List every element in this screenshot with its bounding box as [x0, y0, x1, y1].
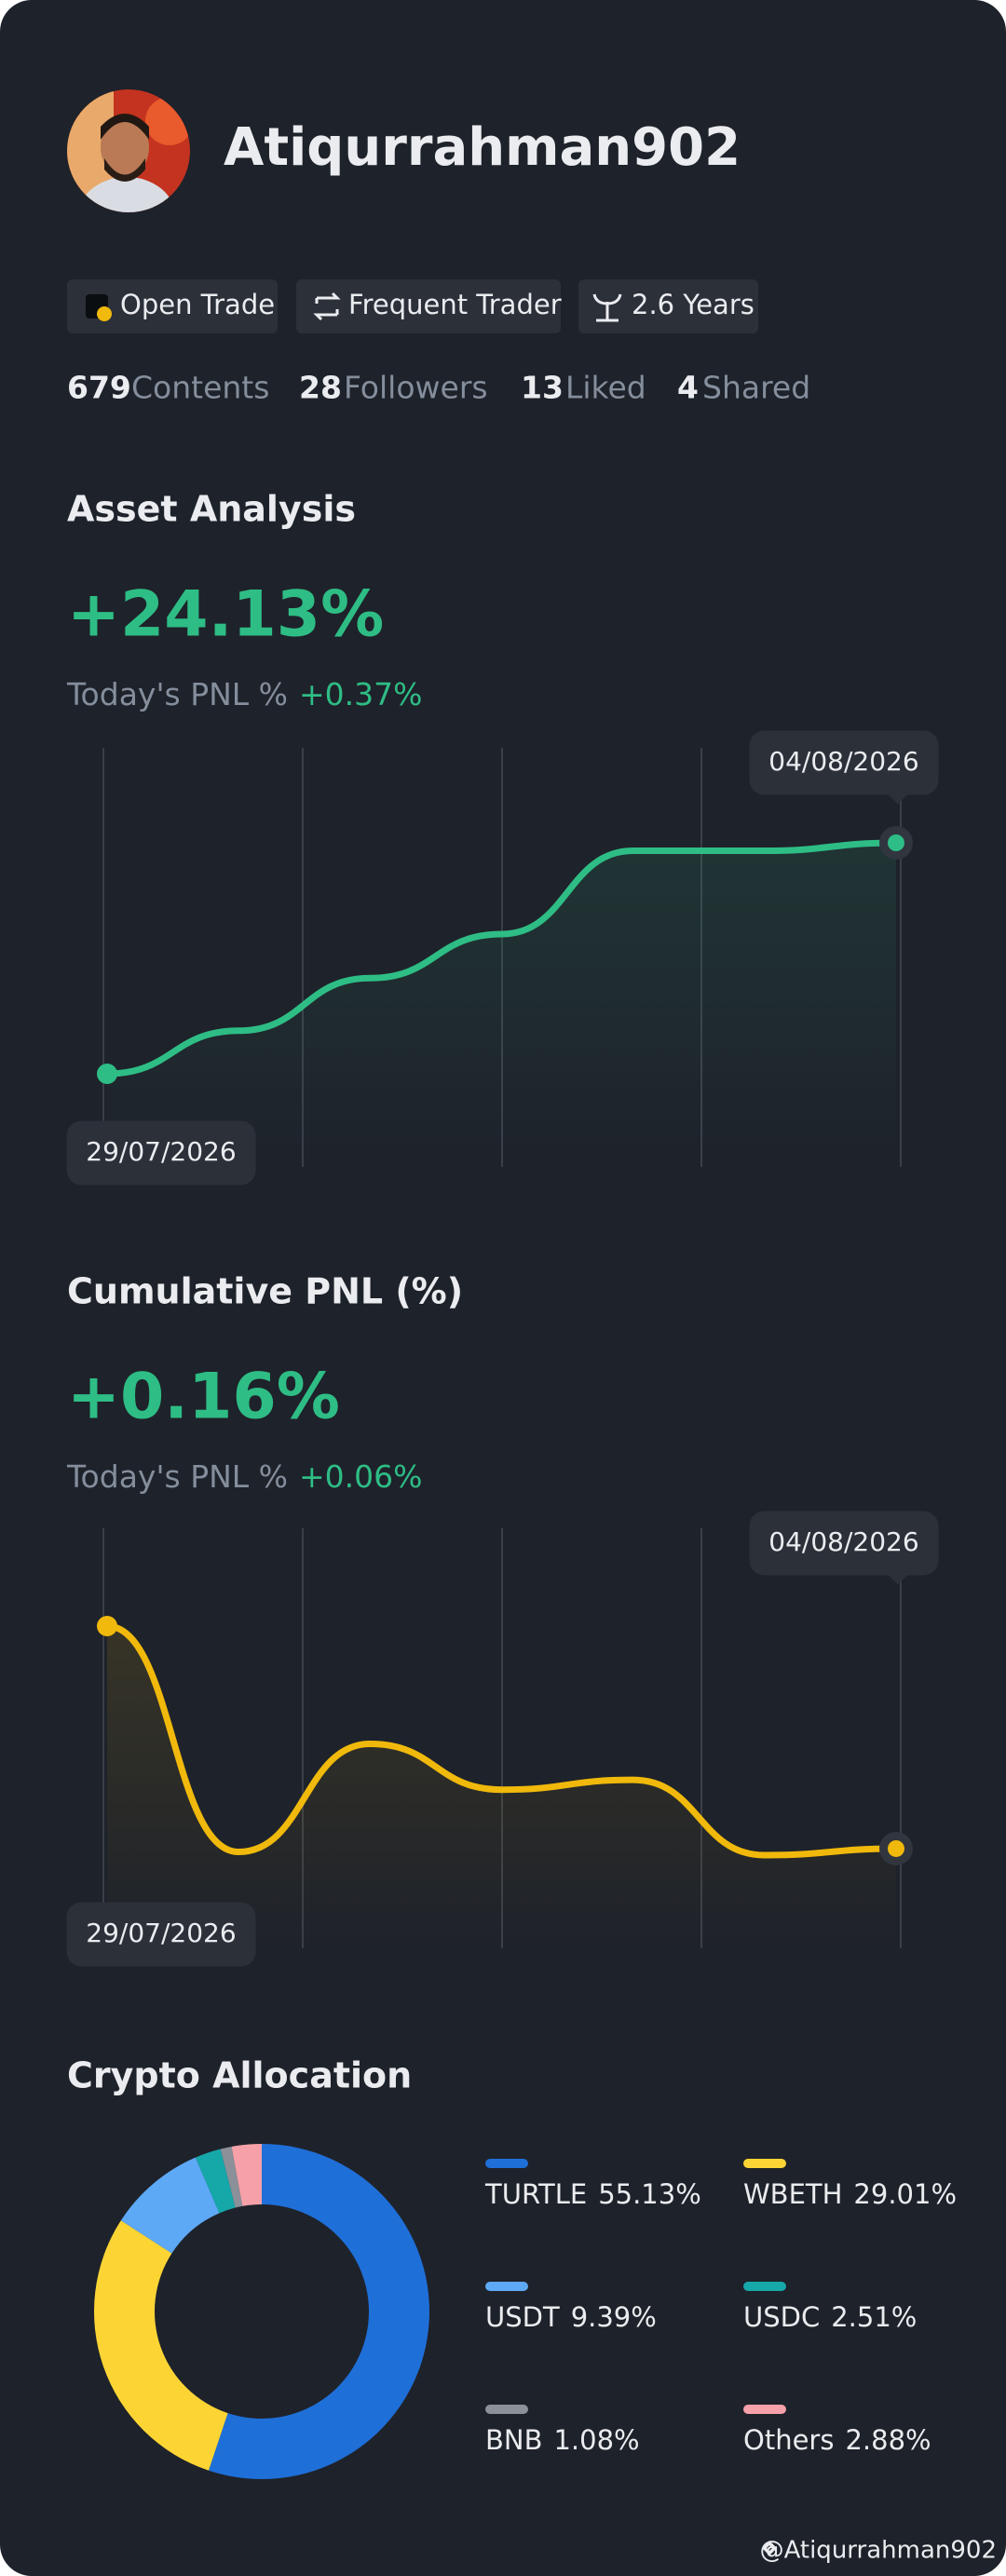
section-title: Cumulative PNL (%)	[67, 1271, 463, 1312]
line	[103, 1622, 900, 1859]
today-pnl-label: Today's PNL %	[66, 676, 288, 712]
date-label: 29/07/2026	[86, 1136, 236, 1167]
date-pill	[749, 1511, 939, 1576]
date-label: 04/08/2026	[768, 1526, 918, 1557]
donut-segment[interactable]	[195, 2149, 236, 2214]
stat-value: 4	[677, 370, 699, 406]
start-point	[97, 1616, 117, 1636]
date-pill-pointer	[889, 1575, 907, 1585]
legend-name: WBETH	[743, 2178, 842, 2210]
legend-entry: USDC 2.51%	[743, 2301, 917, 2333]
donut-segment[interactable]	[93, 2220, 228, 2471]
date-label: 04/08/2026	[768, 746, 918, 777]
badge-label: Frequent Trader	[348, 289, 562, 320]
badge-label: Open Trade	[120, 289, 275, 320]
legend-name: BNB	[485, 2424, 542, 2456]
today-pnl-value: +0.37%	[299, 676, 422, 712]
start-point	[97, 1064, 117, 1084]
stat-label: Liked	[565, 370, 646, 406]
section-title: Crypto Allocation	[67, 2055, 412, 2096]
stat-value: 13	[521, 370, 564, 406]
legend-swatch	[743, 2405, 786, 2414]
legend-swatch	[743, 2159, 786, 2168]
badge-bg	[296, 279, 561, 333]
legend-name: TURTLE	[484, 2178, 587, 2210]
donut-segment[interactable]	[120, 2157, 220, 2254]
section-title: Asset Analysis	[67, 489, 356, 530]
stat-label: Contents	[131, 370, 269, 406]
legend-entry: BNB 1.08%	[485, 2424, 640, 2456]
stat-label: Shared	[702, 370, 810, 406]
donut-segment[interactable]	[208, 2144, 429, 2479]
date-label: 29/07/2026	[86, 1918, 236, 1948]
headline-value: +24.13%	[67, 578, 384, 652]
badge-icon	[592, 293, 622, 322]
footer-handle: @Atiqurrahman902	[760, 2537, 997, 2565]
legend-name: Others	[743, 2424, 834, 2456]
legend-value: 9.39%	[571, 2301, 657, 2333]
legend-swatch	[485, 2405, 528, 2414]
legend-value: 2.51%	[831, 2301, 917, 2333]
legend-value: 55.13%	[598, 2178, 701, 2210]
today-pnl-label: Today's PNL %	[66, 1458, 288, 1495]
legend-entry: Others 2.88%	[743, 2424, 931, 2456]
badge-bg	[67, 279, 278, 333]
legend-swatch	[485, 2159, 528, 2168]
line	[103, 839, 900, 1078]
date-pill-pointer	[889, 794, 907, 805]
end-point	[888, 834, 904, 851]
footer-logo	[762, 2541, 777, 2556]
date-pill	[66, 1902, 256, 1967]
end-point	[888, 1839, 904, 1857]
today-pnl: Today's PNL % +0.06%	[66, 1458, 423, 1495]
today-pnl: Today's PNL % +0.37%	[66, 676, 423, 712]
donut-segment[interactable]	[220, 2146, 243, 2208]
legend-value: 2.88%	[845, 2424, 931, 2456]
date-pill	[66, 1120, 256, 1186]
donut-segment[interactable]	[231, 2144, 262, 2206]
line-area	[107, 843, 896, 1167]
badge-icon	[313, 291, 341, 321]
legend-entry: WBETH 29.01%	[743, 2178, 957, 2210]
user-name: Atiqurrahman902	[224, 117, 741, 178]
legend-value: 29.01%	[853, 2178, 957, 2210]
legend-value: 1.08%	[553, 2424, 639, 2456]
legend-name: USDT	[485, 2301, 560, 2333]
legend-entry: USDT 9.39%	[485, 2301, 657, 2333]
badge-icon	[97, 306, 112, 321]
stat-value: 28	[299, 370, 342, 406]
date-pill	[749, 730, 939, 795]
stat-label: Followers	[344, 370, 488, 406]
stat-value: 679	[67, 370, 131, 406]
today-pnl-value: +0.06%	[299, 1458, 422, 1495]
legend-swatch	[743, 2282, 786, 2291]
badge-bg	[578, 279, 758, 333]
headline-value: +0.16%	[67, 1361, 340, 1434]
legend-name: USDC	[743, 2301, 820, 2333]
legend-entry: TURTLE 55.13%	[484, 2178, 701, 2210]
badge-label: 2.6 Years	[632, 289, 754, 320]
line-area	[107, 1626, 896, 1948]
legend-swatch	[485, 2282, 528, 2291]
